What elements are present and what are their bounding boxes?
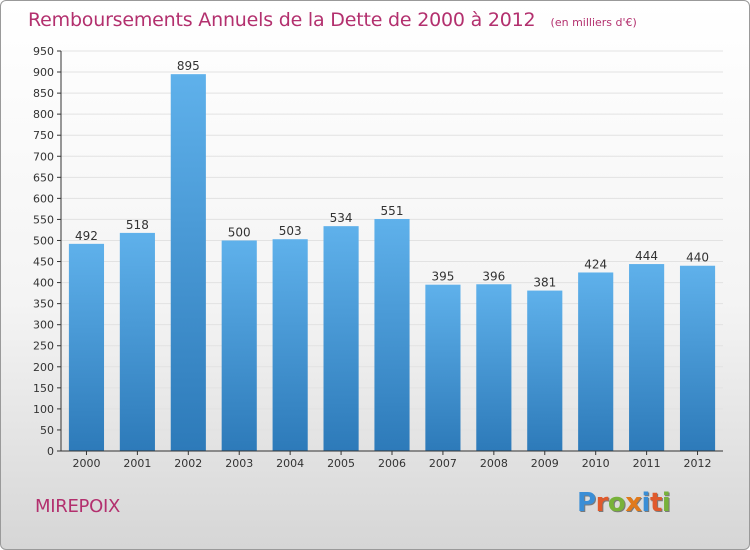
y-tick-label: 950 [33,45,54,58]
y-tick-label: 150 [33,382,54,395]
y-tick-label: 750 [33,129,54,142]
x-tick-label: 2003 [225,457,253,470]
x-tick-label: 2000 [72,457,100,470]
x-tick-label: 2008 [480,457,508,470]
bar [323,226,359,451]
title-row: Remboursements Annuels de la Dette de 20… [28,9,637,31]
bar-value-label: 503 [279,224,302,238]
bar-value-label: 534 [330,211,353,225]
y-tick-label: 850 [33,87,54,100]
y-tick-label: 50 [40,424,54,437]
y-tick-label: 400 [33,277,54,290]
y-tick-label: 900 [33,66,54,79]
bar [476,284,512,451]
logo-letter: P [577,488,596,518]
logo-letter: r [595,488,609,518]
x-tick-label: 2005 [327,457,355,470]
bar-value-label: 440 [686,251,709,265]
logo-letter: i [641,488,651,518]
y-tick-label: 350 [33,298,54,311]
bar-value-label: 492 [75,229,98,243]
axes: 0 50 100 150 200 250 300 350 400 450 500 550 600 650 7… [33,45,723,470]
bar [119,232,155,451]
y-tick-label: 0 [47,445,54,458]
x-tick-label: 2004 [276,457,304,470]
commune-name: MIREPOIX [35,496,120,517]
bar-value-label: 444 [635,249,658,263]
y-tick-label: 550 [33,213,54,226]
bar-value-label: 500 [228,225,251,239]
y-tick-label: 250 [33,340,54,353]
bar-value-label: 518 [126,218,149,232]
chart-title: Remboursements Annuels de la Dette de 20… [28,9,536,31]
y-tick-label: 200 [33,361,54,374]
y-tick-label: 650 [33,171,54,184]
logo-letter: x [625,488,642,518]
y-tick-label: 100 [33,403,54,416]
bar-value-label: 895 [177,59,200,73]
y-tick-label: 800 [33,108,54,121]
data-labels: 492 518 895 500 503 534 551 395 396 381 424 444 440 [75,59,709,289]
logo-letter: t [649,488,662,518]
x-tick-label: 2009 [531,457,559,470]
y-tick-label: 450 [33,256,54,269]
bar [170,74,206,451]
bars [68,74,716,451]
x-tick-label: 2006 [378,457,406,470]
bar [272,239,308,451]
bar-value-label: 381 [533,276,556,290]
x-tick-label: 2011 [633,457,661,470]
logo-letter: o [607,488,626,518]
x-tick-label: 2012 [684,457,712,470]
y-tick-label: 700 [33,150,54,163]
bar [374,219,410,451]
bar [527,290,563,451]
bar-value-label: 396 [482,269,505,283]
bar [425,284,461,451]
x-tick-label: 2007 [429,457,457,470]
bar [679,265,716,451]
y-tick-label: 600 [33,192,54,205]
bar-value-label: 551 [381,204,404,218]
x-tick-label: 2010 [582,457,610,470]
bar [221,240,257,451]
x-tick-label: 2002 [174,457,202,470]
bar [629,264,665,451]
logo-letter: i [661,488,671,518]
x-tick-label: 2001 [123,457,151,470]
proxiti-logo[interactable]: Proxiti [577,488,671,518]
y-tick-label: 500 [33,234,54,247]
bar-value-label: 424 [584,257,607,271]
bar-value-label: 395 [431,270,454,284]
chart-subtitle: (en milliers d'€) [550,16,637,29]
bar [68,243,105,451]
y-tick-label: 300 [33,319,54,332]
bar [578,272,614,451]
